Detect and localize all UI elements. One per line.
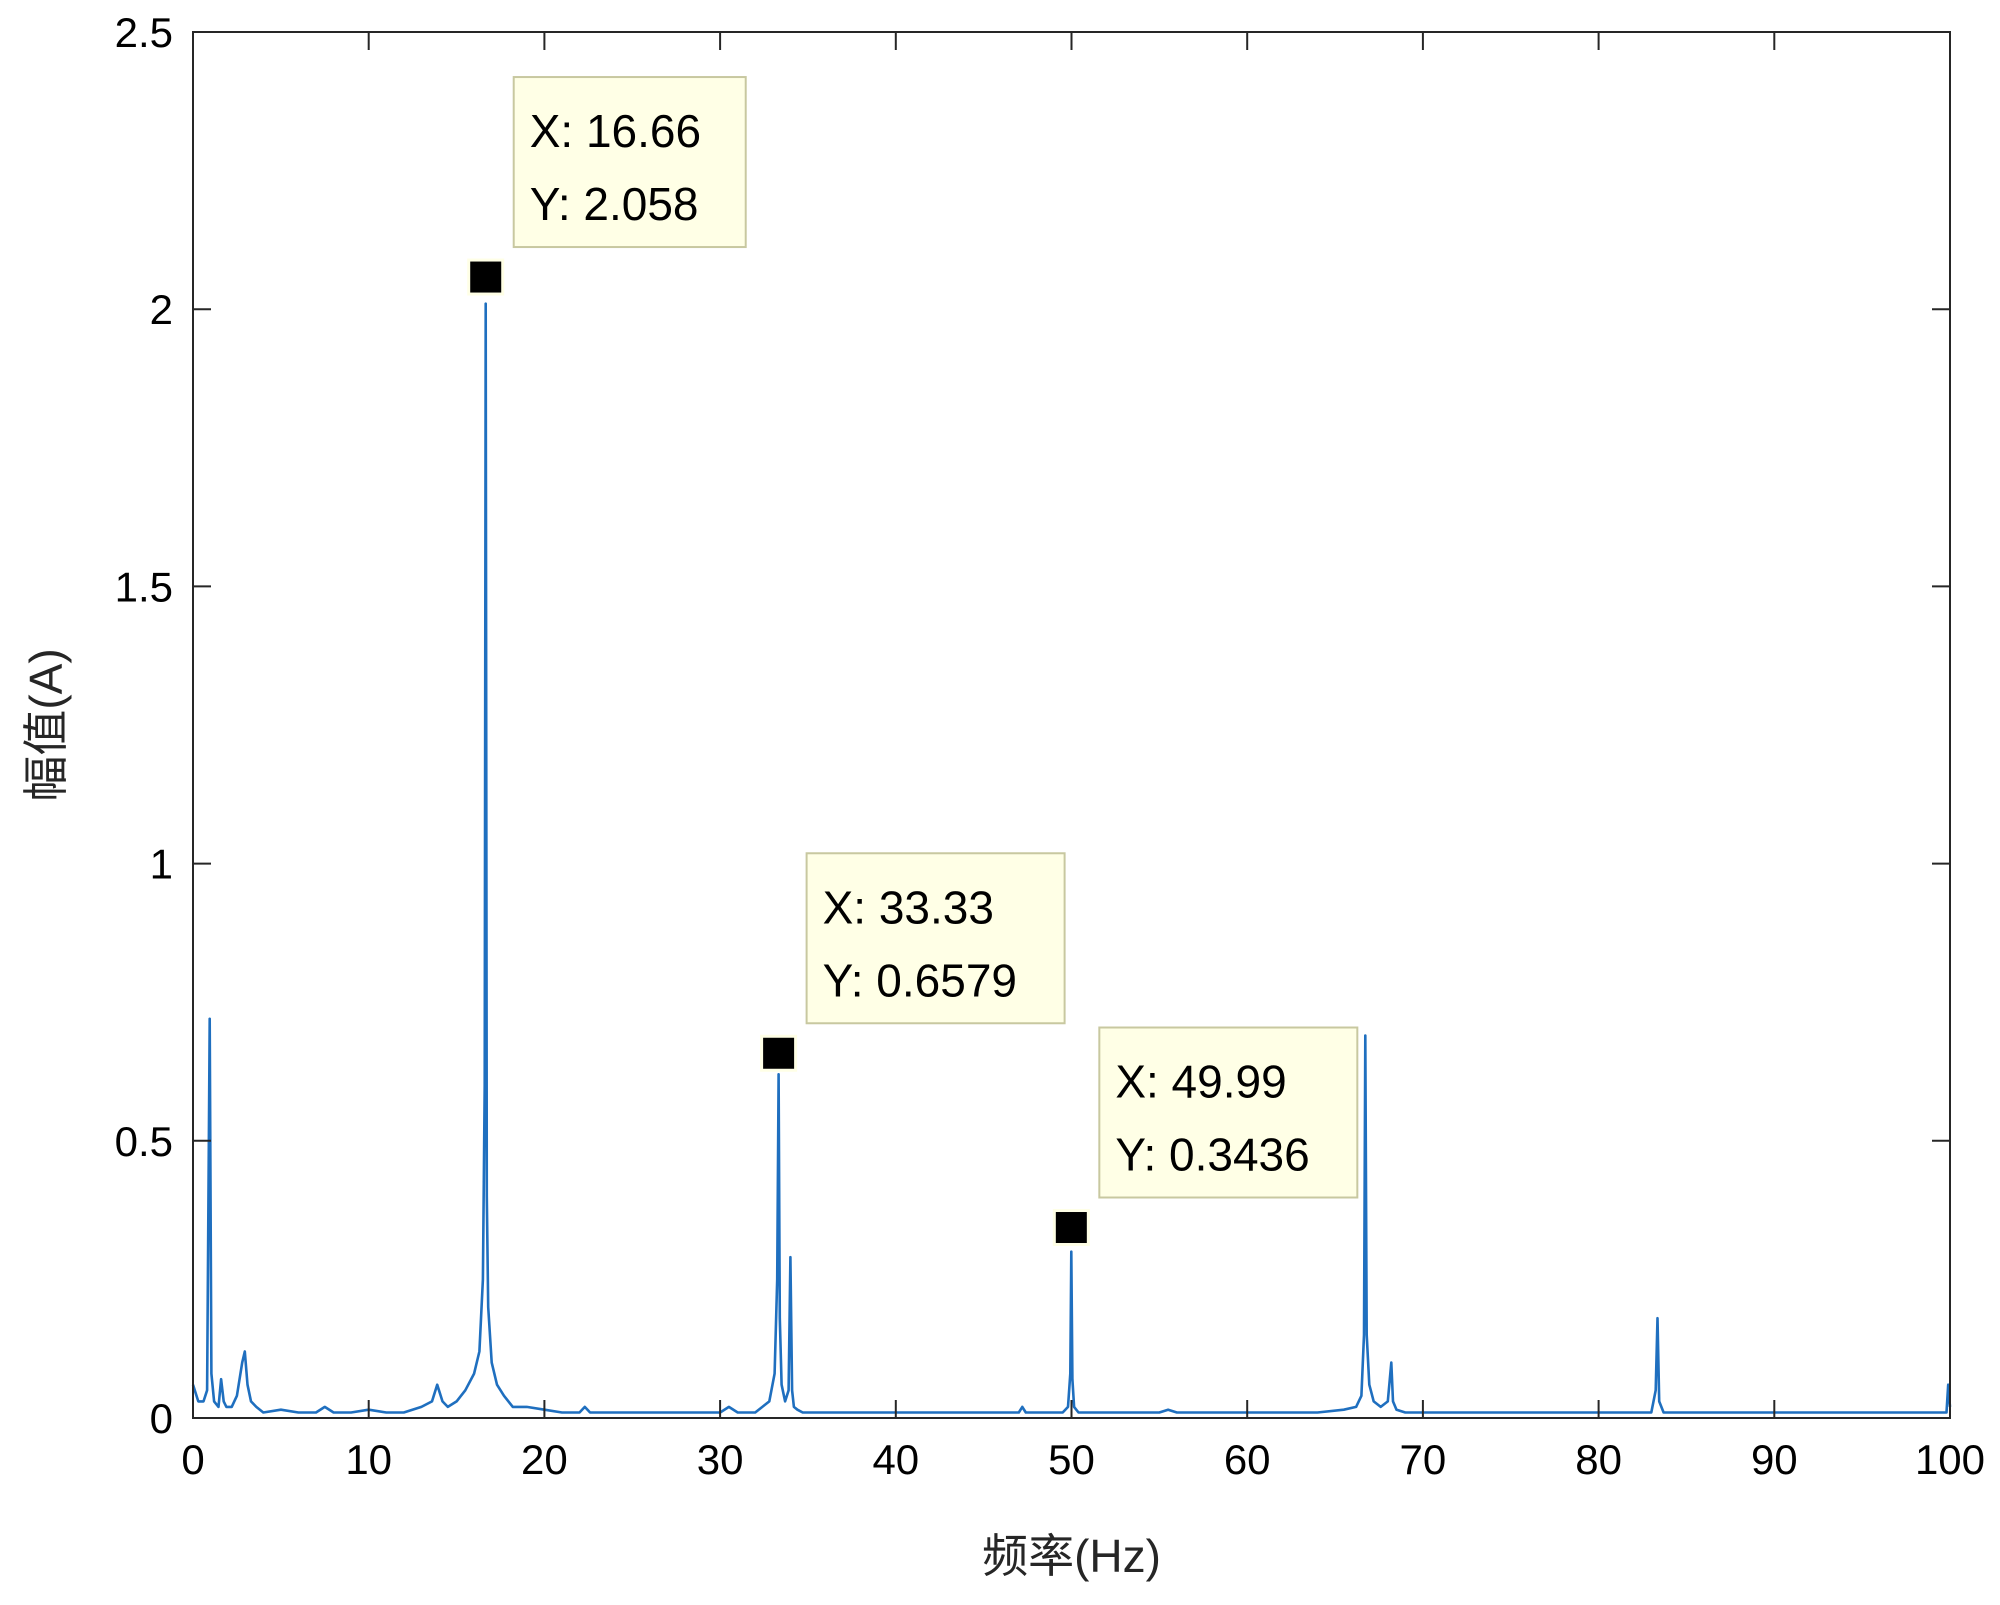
x-tick-label: 70 [1400,1436,1447,1483]
x-tick-label: 0 [181,1436,204,1483]
datatip[interactable]: X: 16.66 Y: 2.058 [467,76,747,296]
x-tick-label: 20 [521,1436,568,1483]
datatip-box [805,852,1066,1025]
series-line-0 [191,302,1952,1414]
y-tick-label: 1.5 [115,563,173,610]
x-tick-label: 60 [1224,1436,1271,1483]
datatip-y-text: Y: 0.3436 [1115,1129,1309,1181]
datatip[interactable]: X: 33.33 Y: 0.6579 [760,852,1066,1072]
x-tick-label: 30 [697,1436,744,1483]
y-tick-label: 0 [150,1395,173,1442]
y-tick-label: 2 [150,286,173,333]
datatip-marker[interactable] [467,258,505,296]
x-tick-label: 50 [1048,1436,1095,1483]
datatip-box [512,76,747,249]
datatip-marker[interactable] [760,1034,798,1072]
x-tick-label: 80 [1575,1436,1622,1483]
datatip-layer: X: 16.66 Y: 2.058 X: 33.33 Y: 0.6579 X: 49.9… [467,76,1359,1247]
datatip-x-text: X: 49.99 [1115,1056,1286,1108]
series-layer [191,302,1952,1414]
x-axis-label: 频率(Hz) [982,1530,1161,1582]
datatip-box [1098,1026,1359,1199]
datatip-x-text: X: 33.33 [823,881,994,933]
x-tick-label: 40 [872,1436,919,1483]
datatip[interactable]: X: 49.99 Y: 0.3436 [1052,1026,1359,1247]
datatip-y-text: Y: 2.058 [530,178,699,230]
x-tick-label: 10 [345,1436,392,1483]
y-tick-label: 0.5 [115,1118,173,1165]
datatip-y-text: Y: 0.6579 [823,954,1017,1006]
datatip-x-text: X: 16.66 [530,105,701,157]
y-tick-label: 1 [150,841,173,888]
x-tick-label: 90 [1751,1436,1798,1483]
datatip-marker[interactable] [1052,1209,1090,1247]
y-tick-label: 2.5 [115,9,173,56]
y-axis-label: 幅值(A) [20,648,72,801]
x-tick-label: 100 [1915,1436,1985,1483]
ticks-layer: 0 10 20 30 40 50 60 70 80 90 100 0 0.5 1 1.5 2 2.5 [115,9,1985,1483]
